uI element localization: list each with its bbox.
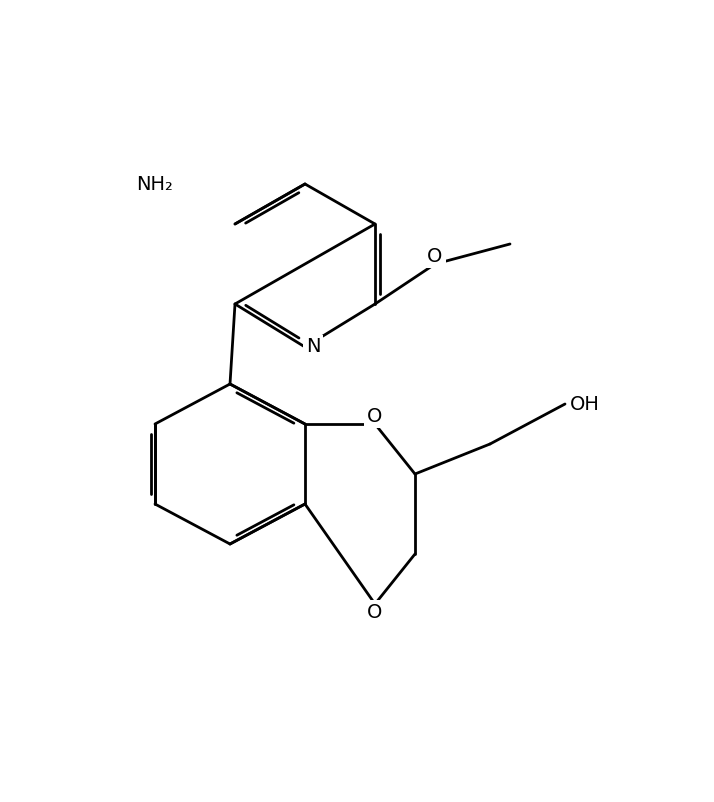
Text: N: N [306, 338, 321, 357]
Text: O: O [427, 246, 443, 265]
Text: OH: OH [570, 395, 600, 414]
Text: NH₂: NH₂ [136, 175, 174, 193]
Text: O: O [367, 602, 383, 622]
Text: O: O [367, 407, 383, 426]
